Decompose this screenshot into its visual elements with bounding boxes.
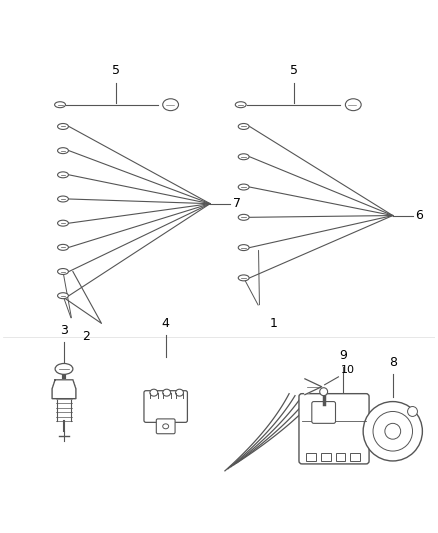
- Ellipse shape: [150, 389, 158, 396]
- Text: 4: 4: [162, 317, 170, 330]
- Bar: [336, 453, 346, 461]
- Ellipse shape: [55, 364, 73, 374]
- Bar: [306, 453, 316, 461]
- Ellipse shape: [57, 196, 68, 202]
- Bar: [350, 453, 360, 461]
- Ellipse shape: [57, 244, 68, 251]
- FancyBboxPatch shape: [299, 394, 369, 464]
- Text: 10: 10: [340, 365, 354, 375]
- Ellipse shape: [235, 102, 246, 108]
- Text: 7: 7: [233, 197, 241, 210]
- Text: 6: 6: [416, 209, 424, 222]
- Ellipse shape: [55, 102, 65, 108]
- Ellipse shape: [176, 389, 184, 396]
- Text: 3: 3: [60, 324, 68, 337]
- Text: 8: 8: [389, 356, 397, 369]
- Ellipse shape: [57, 220, 68, 226]
- Ellipse shape: [238, 275, 249, 281]
- Ellipse shape: [57, 148, 68, 154]
- Ellipse shape: [57, 293, 68, 298]
- Ellipse shape: [238, 245, 249, 251]
- Ellipse shape: [163, 389, 171, 396]
- FancyBboxPatch shape: [312, 401, 336, 423]
- Ellipse shape: [238, 184, 249, 190]
- Polygon shape: [305, 379, 321, 394]
- Circle shape: [320, 387, 328, 395]
- Ellipse shape: [57, 269, 68, 274]
- FancyBboxPatch shape: [156, 419, 175, 434]
- Circle shape: [373, 411, 413, 451]
- Ellipse shape: [346, 99, 361, 111]
- Text: 9: 9: [339, 349, 347, 362]
- Polygon shape: [52, 380, 76, 399]
- Ellipse shape: [238, 154, 249, 160]
- Text: 1: 1: [269, 318, 277, 330]
- Circle shape: [385, 423, 401, 439]
- Text: 5: 5: [290, 64, 298, 77]
- Ellipse shape: [57, 172, 68, 178]
- Text: 2: 2: [82, 330, 90, 343]
- Circle shape: [408, 407, 417, 416]
- Ellipse shape: [163, 424, 169, 429]
- FancyBboxPatch shape: [144, 391, 187, 422]
- Circle shape: [363, 401, 422, 461]
- Ellipse shape: [238, 124, 249, 130]
- Bar: [321, 453, 331, 461]
- Ellipse shape: [163, 99, 179, 111]
- Ellipse shape: [238, 214, 249, 220]
- Text: 5: 5: [112, 64, 120, 77]
- Ellipse shape: [57, 124, 68, 130]
